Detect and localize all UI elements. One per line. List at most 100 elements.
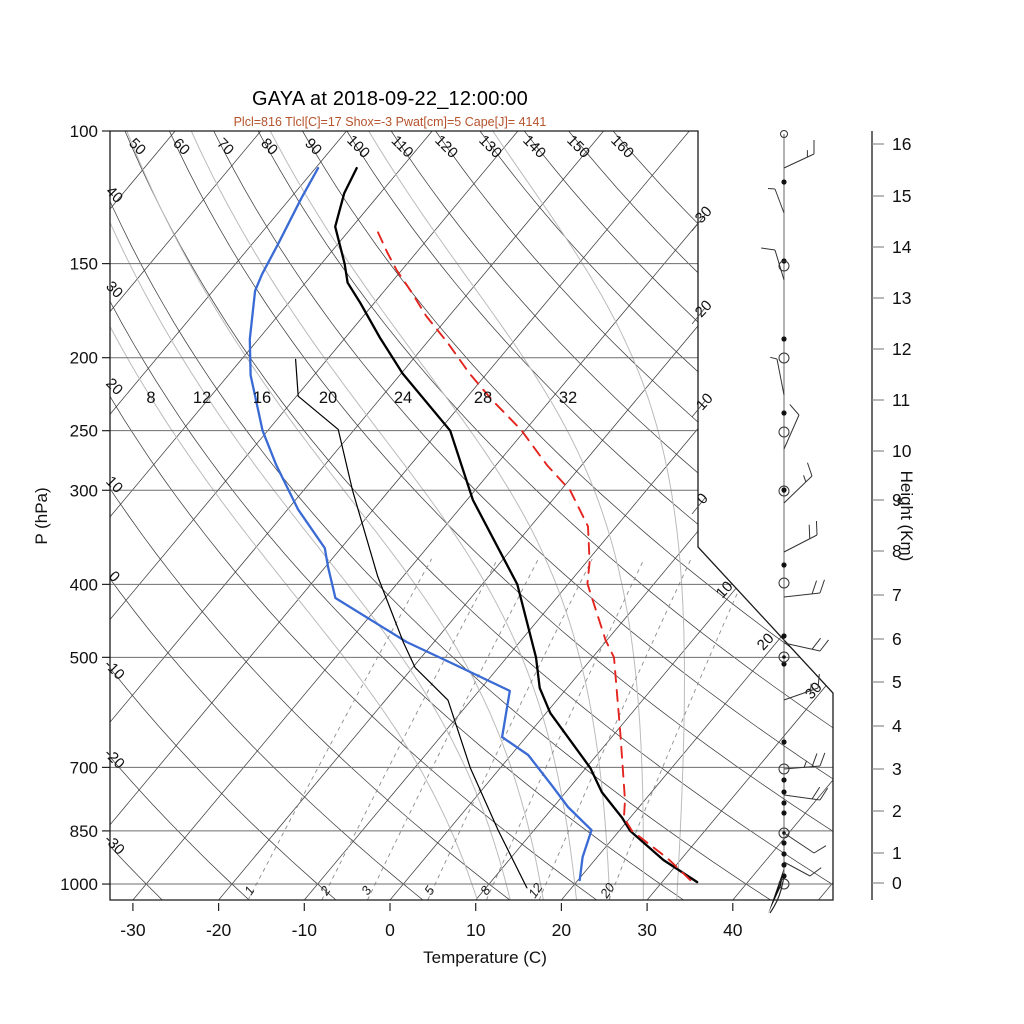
wind-level-circle-icon — [778, 878, 790, 890]
wind-level-circle-icon — [778, 651, 790, 663]
svg-text:16: 16 — [253, 389, 271, 407]
svg-text:-10: -10 — [101, 656, 128, 683]
svg-text:200: 200 — [70, 349, 98, 368]
wind-level-dot-icon — [781, 739, 787, 745]
wind-barb-icon — [783, 861, 822, 877]
svg-text:12: 12 — [193, 389, 211, 407]
wind-barb-icon — [783, 404, 800, 450]
isotherm-line — [0, 131, 89, 900]
wind-barb-icon — [783, 520, 818, 553]
svg-text:500: 500 — [70, 648, 98, 667]
parcel_ascent-curve — [374, 225, 692, 882]
isotherm-line — [110, 131, 433, 900]
wind-level-dot-icon — [781, 336, 787, 342]
svg-text:6: 6 — [892, 629, 902, 649]
svg-text:1000: 1000 — [60, 875, 98, 894]
dry-adiabat-line — [479, 131, 833, 900]
x-axis-label: Temperature (C) — [423, 948, 547, 967]
sounding-indices-subtitle: Plcl=816 Tlcl[C]=17 Shox=-3 Pwat[cm]=5 C… — [233, 115, 547, 129]
svg-text:8: 8 — [146, 389, 155, 407]
dry-adiabat-line — [110, 131, 684, 900]
svg-text:7: 7 — [892, 585, 902, 605]
svg-text:1: 1 — [892, 843, 902, 863]
moist-adiabat-line — [269, 131, 611, 900]
pressure-axis: 100 150 200 250 300 400 500 700 850 1000 — [60, 122, 110, 894]
svg-text:10: 10 — [713, 578, 737, 602]
svg-text:160: 160 — [607, 132, 637, 162]
wind-level-dot-icon — [781, 851, 787, 857]
wind-level-circle-icon — [778, 485, 790, 497]
svg-text:2: 2 — [892, 801, 902, 821]
dry-adiabat-line — [0, 131, 75, 900]
wind-barb-icon — [783, 579, 825, 598]
mixing-ratio-line — [608, 558, 753, 900]
mixing-ratio-line — [538, 558, 692, 900]
wind-level-dot-icon — [781, 410, 787, 416]
wind-barb-icon — [783, 674, 820, 701]
svg-text:20: 20 — [596, 880, 618, 902]
isotherm-line — [110, 131, 690, 900]
svg-text:10: 10 — [693, 390, 717, 414]
wind-barb-icon — [783, 786, 829, 801]
sounding-curves — [248, 166, 699, 889]
moist-adiabat-line — [110, 131, 511, 900]
wind-barb-icon — [770, 356, 785, 396]
page-title: GAYA at 2018-09-22_12:00:00 — [252, 88, 528, 110]
wind-barb-column — [761, 130, 829, 914]
dry-adiabat-line — [346, 131, 833, 900]
svg-text:40: 40 — [723, 920, 743, 940]
svg-text:20: 20 — [102, 375, 126, 399]
isotherm-grid — [0, 131, 833, 900]
svg-text:850: 850 — [70, 822, 98, 841]
svg-text:20: 20 — [754, 630, 778, 654]
temperature-axis: -30 -20 -10 0 10 20 30 40 — [120, 903, 743, 940]
dry-adiabat-line — [110, 131, 597, 900]
wind-barb-icon — [783, 637, 829, 652]
wind-level-dot-icon — [781, 661, 787, 667]
wind-level-circle-icon — [778, 577, 790, 589]
svg-text:-10: -10 — [292, 920, 318, 940]
wind-barb-icon — [783, 140, 815, 169]
isotherm-stub — [691, 214, 706, 232]
isotherm-line — [110, 131, 519, 900]
auxiliary_profile-curve — [295, 358, 528, 889]
svg-text:250: 250 — [70, 422, 98, 441]
mixing-ratio-line — [485, 558, 645, 900]
plot-frame — [109, 130, 834, 901]
svg-text:300: 300 — [70, 481, 98, 500]
svg-text:-20: -20 — [206, 920, 232, 940]
wind-barb-icon — [783, 462, 813, 504]
dry-adiabat-line — [302, 131, 833, 900]
isotherm-line — [646, 131, 833, 900]
isotherm-line — [110, 131, 347, 900]
isotherm-line — [818, 131, 833, 900]
svg-text:28: 28 — [474, 389, 492, 407]
svg-text:50: 50 — [125, 135, 149, 159]
svg-text:400: 400 — [70, 575, 98, 594]
wind-level-circle-icon — [778, 827, 790, 839]
svg-text:10: 10 — [892, 441, 912, 461]
wind-barb-icon — [783, 752, 826, 770]
plot-boundary — [109, 130, 834, 901]
grid-labels: 50 60 70 80 90 100 110 120 130 140 150 160403020100… — [101, 132, 826, 902]
temperature-curve — [334, 166, 699, 884]
isotherm-line — [389, 131, 833, 900]
isotherm-line — [475, 131, 833, 900]
dry-adiabat-line — [110, 131, 511, 900]
isotherm-line — [110, 131, 604, 900]
dewpoint-curve — [248, 166, 593, 882]
svg-text:30: 30 — [692, 203, 716, 227]
isotherm-line — [110, 131, 262, 900]
dry-adiabat-line — [110, 131, 163, 900]
svg-text:8: 8 — [892, 541, 902, 561]
wind-level-dot-icon — [781, 777, 787, 783]
dry-adiabat-line — [110, 131, 424, 900]
wind-level-dot-icon — [781, 810, 787, 816]
dry-adiabat-line — [213, 131, 833, 900]
wind-barb-icon — [761, 247, 785, 281]
svg-text:150: 150 — [563, 132, 593, 162]
svg-text:0: 0 — [105, 568, 123, 586]
svg-text:3: 3 — [892, 759, 902, 779]
svg-text:40: 40 — [102, 183, 126, 207]
